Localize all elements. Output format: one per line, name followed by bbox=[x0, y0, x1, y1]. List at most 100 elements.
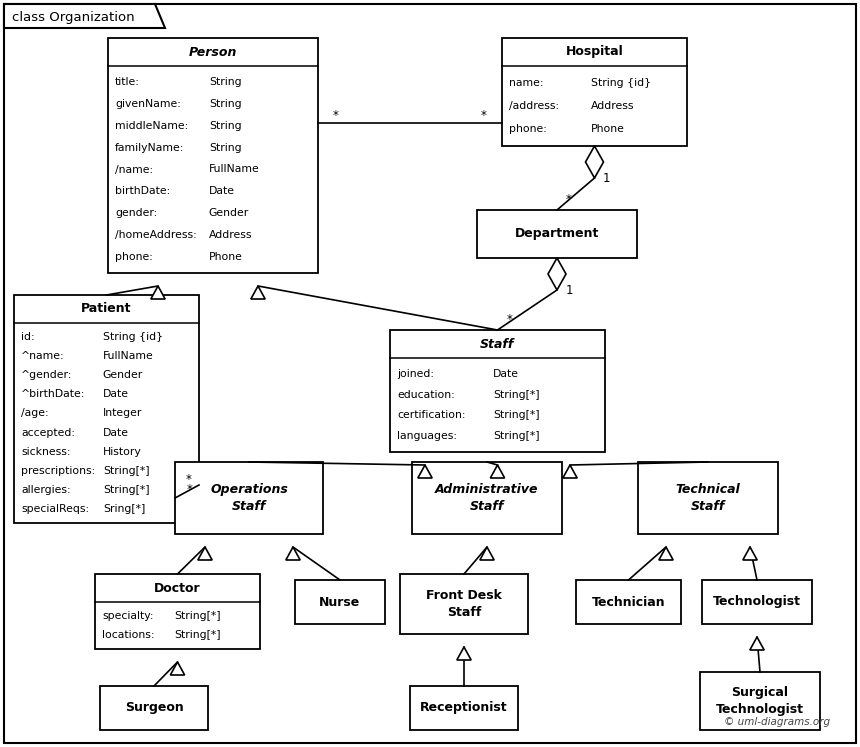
Text: ^name:: ^name: bbox=[21, 351, 64, 362]
Bar bbox=[412, 462, 562, 534]
Bar bbox=[410, 686, 518, 730]
Text: ^gender:: ^gender: bbox=[21, 371, 72, 380]
Polygon shape bbox=[562, 465, 577, 478]
Text: String[*]: String[*] bbox=[493, 389, 540, 400]
Text: *: * bbox=[186, 474, 192, 486]
Bar bbox=[14, 295, 199, 523]
Text: Person: Person bbox=[189, 46, 237, 58]
Text: Operations
Staff: Operations Staff bbox=[210, 483, 288, 513]
Text: Technologist: Technologist bbox=[713, 595, 801, 609]
Bar bbox=[400, 574, 528, 634]
Text: Front Desk
Staff: Front Desk Staff bbox=[426, 589, 502, 619]
Polygon shape bbox=[170, 662, 185, 675]
Bar bbox=[576, 580, 681, 624]
Text: Date: Date bbox=[103, 389, 129, 400]
Text: locations:: locations: bbox=[102, 630, 155, 640]
Text: Nurse: Nurse bbox=[319, 595, 360, 609]
Text: Technician: Technician bbox=[592, 595, 666, 609]
Text: String: String bbox=[209, 143, 242, 152]
Text: Administrative
Staff: Administrative Staff bbox=[435, 483, 538, 513]
Text: History: History bbox=[103, 447, 142, 456]
Text: languages:: languages: bbox=[397, 431, 457, 441]
Bar bbox=[477, 210, 637, 258]
Text: certification:: certification: bbox=[397, 410, 465, 421]
Bar bbox=[638, 462, 778, 534]
Bar bbox=[502, 38, 687, 146]
Text: name:: name: bbox=[509, 78, 544, 88]
Polygon shape bbox=[286, 547, 300, 560]
Polygon shape bbox=[418, 465, 432, 478]
Polygon shape bbox=[251, 286, 265, 299]
Polygon shape bbox=[548, 258, 566, 290]
Polygon shape bbox=[750, 637, 765, 650]
Polygon shape bbox=[659, 547, 673, 560]
Text: Address: Address bbox=[209, 230, 252, 240]
Text: Sring[*]: Sring[*] bbox=[103, 503, 145, 514]
Text: /homeAddress:: /homeAddress: bbox=[115, 230, 197, 240]
Polygon shape bbox=[4, 4, 165, 28]
Text: FullName: FullName bbox=[103, 351, 154, 362]
Text: String[*]: String[*] bbox=[493, 431, 540, 441]
Text: allergies:: allergies: bbox=[21, 485, 71, 495]
Text: String[*]: String[*] bbox=[493, 410, 540, 421]
Text: String {id}: String {id} bbox=[591, 78, 651, 88]
Text: class Organization: class Organization bbox=[12, 11, 135, 25]
Polygon shape bbox=[480, 547, 494, 560]
Text: givenName:: givenName: bbox=[115, 99, 181, 109]
Text: /address:: /address: bbox=[509, 101, 559, 111]
Text: *: * bbox=[507, 314, 513, 326]
Text: birthDate:: birthDate: bbox=[115, 186, 170, 196]
Text: *: * bbox=[333, 108, 339, 122]
Text: phone:: phone: bbox=[509, 124, 547, 134]
Text: Phone: Phone bbox=[209, 252, 243, 261]
Text: Surgeon: Surgeon bbox=[125, 701, 183, 714]
Text: Hospital: Hospital bbox=[566, 46, 624, 58]
Text: Date: Date bbox=[103, 427, 129, 438]
Text: education:: education: bbox=[397, 389, 455, 400]
Text: *: * bbox=[481, 108, 487, 122]
Bar bbox=[175, 462, 323, 534]
Text: specialty:: specialty: bbox=[102, 611, 153, 621]
Text: phone:: phone: bbox=[115, 252, 153, 261]
Polygon shape bbox=[457, 647, 471, 660]
Bar bbox=[295, 580, 385, 624]
Text: *: * bbox=[566, 193, 572, 206]
Text: Receptionist: Receptionist bbox=[421, 701, 507, 714]
Polygon shape bbox=[743, 547, 757, 560]
Text: String: String bbox=[209, 99, 242, 109]
Bar bbox=[702, 580, 812, 624]
Text: prescriptions:: prescriptions: bbox=[21, 465, 95, 476]
Text: String[*]: String[*] bbox=[175, 611, 221, 621]
Text: Gender: Gender bbox=[209, 208, 249, 218]
Bar bbox=[100, 686, 208, 730]
Polygon shape bbox=[586, 146, 604, 178]
Text: title:: title: bbox=[115, 78, 140, 87]
Text: middleName:: middleName: bbox=[115, 121, 188, 131]
Text: String[*]: String[*] bbox=[103, 485, 150, 495]
Text: *: * bbox=[187, 483, 193, 497]
Text: sickness:: sickness: bbox=[21, 447, 71, 456]
Bar bbox=[108, 38, 318, 273]
Text: Technical
Staff: Technical Staff bbox=[676, 483, 740, 513]
Polygon shape bbox=[150, 286, 165, 299]
Text: gender:: gender: bbox=[115, 208, 157, 218]
Text: String {id}: String {id} bbox=[103, 332, 163, 342]
Text: /age:: /age: bbox=[21, 409, 49, 418]
Text: Department: Department bbox=[515, 228, 599, 241]
Text: Date: Date bbox=[493, 369, 519, 379]
Text: /name:: /name: bbox=[115, 164, 153, 175]
Text: 1: 1 bbox=[603, 172, 611, 185]
Text: FullName: FullName bbox=[209, 164, 260, 175]
Text: Staff: Staff bbox=[481, 338, 514, 350]
Text: specialReqs:: specialReqs: bbox=[21, 503, 89, 514]
Text: String[*]: String[*] bbox=[175, 630, 221, 640]
Text: accepted:: accepted: bbox=[21, 427, 75, 438]
Polygon shape bbox=[490, 465, 505, 478]
Text: ^birthDate:: ^birthDate: bbox=[21, 389, 85, 400]
Text: String[*]: String[*] bbox=[103, 465, 150, 476]
Text: Gender: Gender bbox=[103, 371, 143, 380]
Bar bbox=[700, 672, 820, 730]
Text: Surgical
Technologist: Surgical Technologist bbox=[716, 686, 804, 716]
Text: id:: id: bbox=[21, 332, 34, 342]
Text: Doctor: Doctor bbox=[154, 581, 201, 595]
